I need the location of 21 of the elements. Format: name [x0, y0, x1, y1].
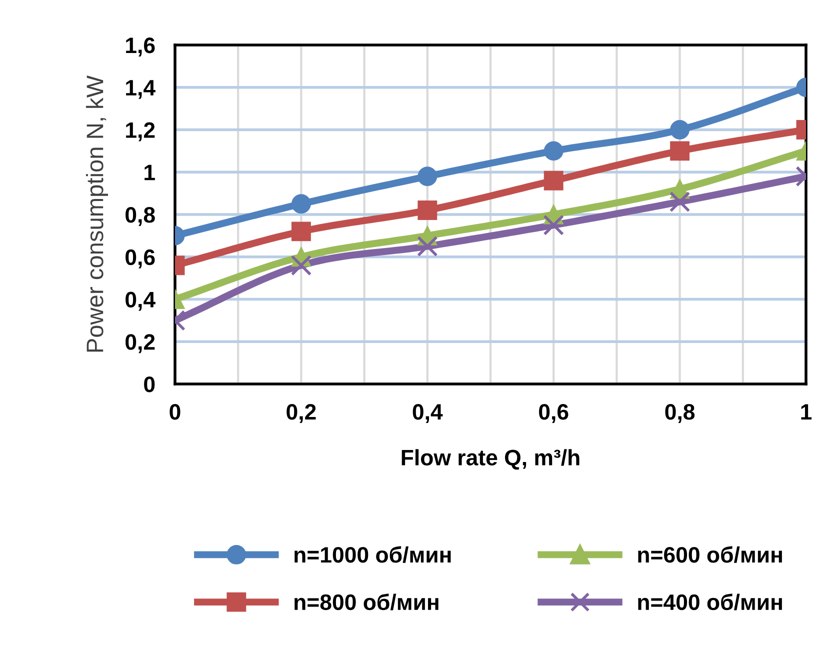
y-tick-label: 1,2 [126, 122, 155, 142]
x-tick-label: 1 [801, 404, 812, 420]
legend-label: n=600 об/мин [638, 546, 782, 563]
x-axis-title: Flow rate Q, m³/h [402, 449, 580, 470]
y-tick-label: 0,8 [126, 207, 155, 226]
x-tick-label: 0,2 [286, 404, 316, 423]
x-tick-label: 0,4 [412, 404, 443, 423]
y-tick-label: 0 [144, 376, 155, 392]
y-tick-label: 1,6 [126, 38, 155, 56]
legend-label: n=800 об/мин [294, 594, 438, 610]
x-tick-label: 0 [170, 404, 180, 420]
y-tick-label: 0,4 [126, 292, 156, 311]
x-tick-label: 0,8 [665, 404, 695, 423]
y-axis-title: Power consumption N, kW [86, 75, 108, 352]
y-tick-label: 1 [144, 164, 155, 180]
y-tick-label: 0,2 [126, 334, 155, 354]
x-tick-label: 0,6 [539, 404, 568, 423]
legend-label: n=1000 об/мин [294, 546, 451, 563]
y-tick-label: 0,6 [126, 249, 155, 268]
legend-label: n=400 об/мин [638, 594, 782, 610]
y-tick-label: 1,4 [126, 80, 156, 99]
